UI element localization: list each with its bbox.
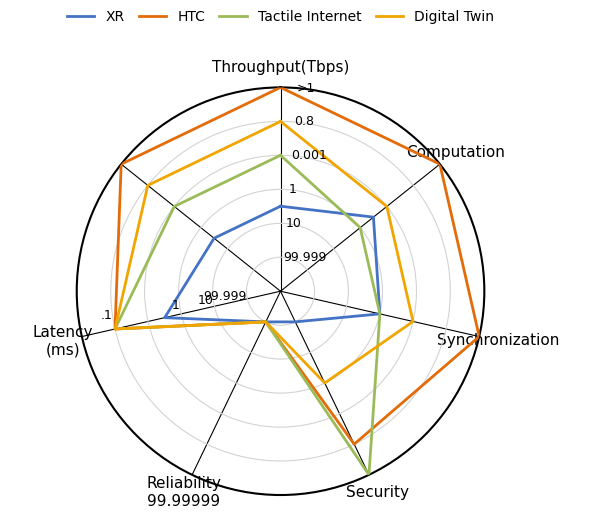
Text: 0.001: 0.001 bbox=[291, 149, 327, 162]
Text: >1: >1 bbox=[297, 82, 315, 94]
Text: 99.999: 99.999 bbox=[204, 289, 247, 302]
Text: .1: .1 bbox=[101, 309, 112, 322]
Legend: XR, HTC, Tactile Internet, Digital Twin: XR, HTC, Tactile Internet, Digital Twin bbox=[61, 5, 500, 30]
Text: 1: 1 bbox=[289, 183, 297, 196]
Text: 10: 10 bbox=[286, 217, 302, 230]
Text: 10: 10 bbox=[198, 295, 213, 308]
Text: 1: 1 bbox=[172, 299, 180, 312]
Text: 0.8: 0.8 bbox=[294, 116, 314, 128]
Text: 99.999: 99.999 bbox=[283, 251, 327, 264]
